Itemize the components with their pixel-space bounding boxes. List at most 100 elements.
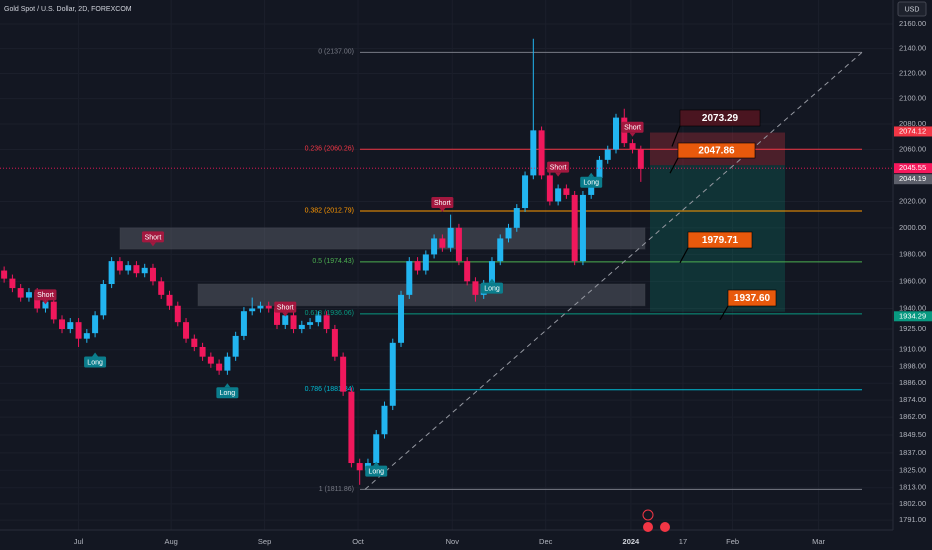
candle-body: [381, 405, 388, 435]
candle-body: [149, 267, 156, 282]
candle-body: [422, 254, 429, 271]
candle-body: [373, 434, 380, 464]
candle-body: [191, 338, 198, 347]
y-tick-label: 2000.00: [899, 223, 926, 232]
price-tag: [894, 174, 932, 185]
fib-label: 0 (2137.00): [318, 49, 354, 56]
candle-body: [340, 356, 347, 392]
candle-body: [431, 238, 438, 255]
y-tick-label: 1849.50: [899, 430, 926, 439]
candle-body: [100, 284, 107, 316]
candle-body: [439, 238, 446, 248]
y-tick-label: 1813.00: [899, 483, 926, 492]
y-tick-label: 1940.00: [899, 303, 926, 312]
candle-body: [1, 270, 8, 279]
signal-label: Short: [37, 292, 54, 299]
leader-line: [719, 305, 729, 321]
signal-label: Short: [434, 200, 451, 207]
event-icon[interactable]: [660, 522, 670, 532]
position-label-box: [677, 142, 756, 159]
x-tick-label: Nov: [446, 537, 460, 546]
candle-body: [497, 238, 504, 262]
candle-body: [59, 319, 66, 330]
candle-body: [133, 265, 140, 274]
signal-pointer: [149, 242, 156, 247]
y-tick-label: 1802.00: [899, 499, 926, 508]
y-tick-label: 1960.00: [899, 276, 926, 285]
candle-body: [125, 265, 132, 271]
fib-label: 0.786 (1881.34): [305, 386, 354, 393]
candle-body: [92, 315, 99, 334]
zone: [197, 283, 646, 307]
signal-box: [365, 465, 388, 477]
candle-body: [141, 267, 148, 274]
zone: [119, 227, 646, 250]
x-tick-label: Oct: [352, 537, 365, 546]
x-tick-label: Dec: [539, 537, 553, 546]
y-tick-label: 1862.00: [899, 412, 926, 421]
signal-label: Long: [583, 180, 599, 187]
signal-pointer: [42, 300, 49, 305]
x-tick-label: Feb: [726, 537, 739, 546]
signal-box: [480, 282, 503, 294]
signal-label: Long: [368, 468, 384, 475]
candle-body: [398, 294, 405, 343]
currency-box[interactable]: [897, 1, 927, 17]
candle-body: [604, 149, 611, 160]
y-tick-label: 1910.00: [899, 345, 926, 354]
signal-box: [580, 176, 603, 188]
price-axis: [893, 0, 932, 550]
currency: USD: [905, 6, 920, 13]
fib-label: 0.382 (2012.79): [305, 207, 354, 214]
y-tick-label: 1791.00: [899, 515, 926, 524]
signal-pointer: [439, 207, 446, 212]
signal-pointer: [282, 312, 289, 317]
position-label-box: [679, 109, 761, 127]
event-icon[interactable]: [643, 522, 653, 532]
signal-box: [216, 387, 239, 399]
signal-box: [621, 121, 644, 133]
candle-body: [571, 194, 578, 262]
x-tick-label: 2024: [623, 537, 641, 546]
candle-body: [596, 159, 603, 178]
candle-body: [637, 149, 644, 169]
signal-pointer: [629, 132, 636, 137]
candle-body: [199, 346, 206, 357]
candle-body: [158, 281, 165, 295]
candle-body: [629, 143, 636, 150]
fib-label: 0.5 (1974.43): [312, 258, 354, 265]
y-tick-label: 2120.00: [899, 69, 926, 78]
candle-body: [505, 227, 512, 239]
candle-body: [315, 315, 322, 323]
candle-body: [579, 194, 586, 262]
position-label: 1979.71: [702, 235, 739, 246]
trend-line: [364, 52, 863, 490]
candle-body: [174, 305, 181, 323]
candle-body: [166, 294, 173, 306]
candle-body: [290, 315, 297, 330]
y-tick-label: 1837.00: [899, 448, 926, 457]
candle-body: [389, 342, 396, 406]
signal-box: [274, 301, 297, 313]
x-tick-label: Sep: [258, 537, 271, 546]
candle-body: [265, 305, 272, 309]
price-tag-label: 2074.12: [899, 126, 926, 135]
candle-body: [522, 175, 529, 209]
price-tag-label: 1934.29: [899, 311, 926, 320]
event-icon[interactable]: [642, 509, 654, 521]
candle-body: [563, 188, 570, 195]
candle-body: [298, 324, 305, 330]
position-label: 2047.86: [698, 146, 735, 157]
position-label: 1937.60: [734, 293, 771, 304]
price-tag: [894, 163, 932, 174]
signal-box: [34, 289, 57, 301]
signal-label: Long: [220, 390, 236, 397]
position-label-box: [727, 289, 777, 307]
y-tick-label: 1886.00: [899, 378, 926, 387]
candle-body: [108, 261, 115, 285]
candle-body: [555, 188, 562, 202]
y-tick-label: 1825.00: [899, 465, 926, 474]
candle-body: [240, 311, 247, 336]
candle-body: [83, 333, 90, 339]
